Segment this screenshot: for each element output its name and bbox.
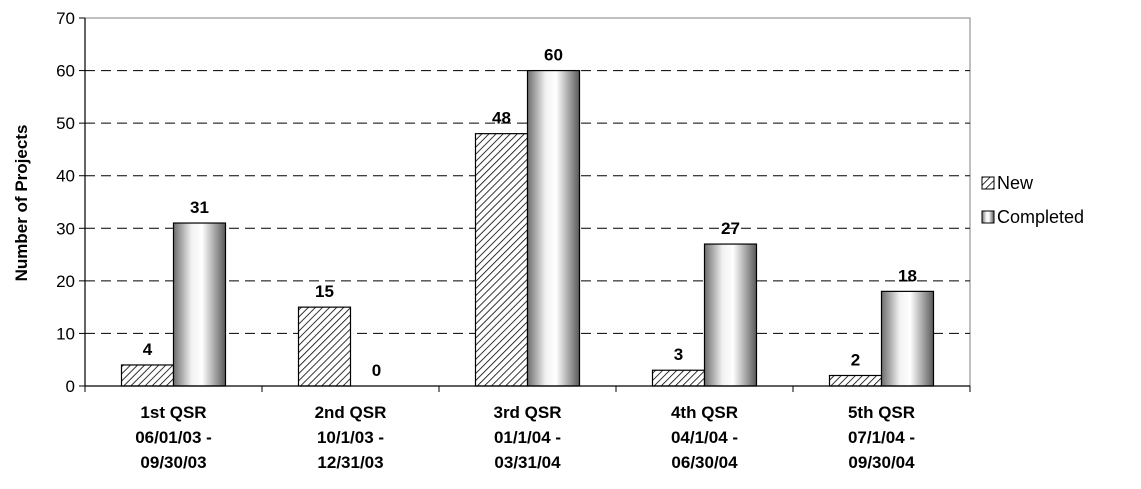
bar-completed [172,222,227,387]
data-label: 18 [898,266,917,285]
data-label: 15 [315,282,334,301]
data-label: 3 [674,345,683,364]
y-tick-label: 60 [56,62,75,81]
data-label: 0 [372,361,381,380]
y-tick-label: 10 [56,324,75,343]
data-label: 4 [143,340,153,359]
y-tick-label: 50 [56,114,75,133]
bar-new [297,306,352,387]
bar-new [120,364,175,387]
legend-swatch-completed [981,210,995,224]
data-label: 2 [851,350,860,369]
y-tick-label: 70 [56,9,75,28]
bar-new [651,369,706,387]
data-label: 60 [544,46,563,65]
y-tick-label: 30 [56,219,75,238]
legend: New Completed [981,173,1084,227]
legend-label-completed: Completed [997,207,1084,227]
bar-completed [880,290,935,387]
axes [79,17,971,392]
data-label: 27 [721,219,740,238]
bar-completed [526,69,581,387]
data-label: 48 [492,109,511,128]
y-tick-label: 40 [56,167,75,186]
x-category-label: 2nd QSR 10/1/03 -12/31/03 [315,403,387,472]
x-category-label: 5th QSR 07/1/04 -09/30/04 [848,403,915,472]
data-label: 31 [190,198,209,217]
y-axis-title: Number of Projects [12,125,31,282]
x-category-label: 4th QSR 04/1/04 -06/30/04 [671,403,738,472]
legend-swatch-new [981,176,995,190]
legend-label-new: New [997,173,1034,193]
y-tick-label: 20 [56,272,75,291]
x-category-label: 1st QSR 06/01/03 -09/30/03 [135,403,212,472]
bar-new [474,133,529,387]
x-category-label: 3rd QSR 01/1/04 -03/31/04 [493,403,561,472]
y-tick-label: 0 [66,377,75,396]
bar-completed [703,243,758,387]
bar-new [828,374,883,387]
